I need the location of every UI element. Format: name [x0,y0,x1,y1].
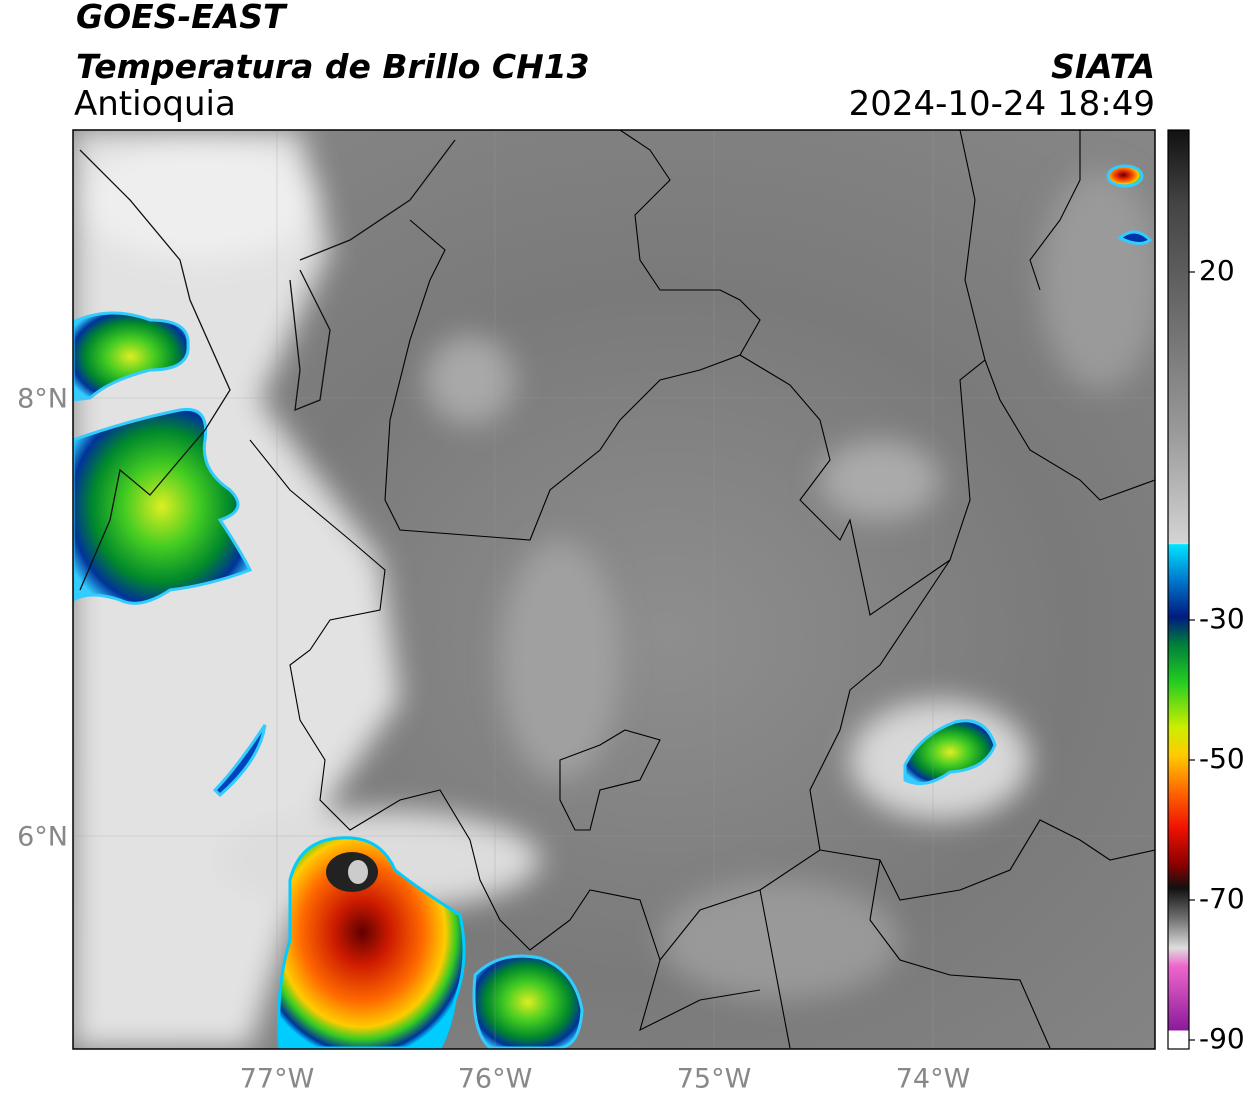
cloud [80,140,320,260]
colorbar-tick-label: -50 [1199,742,1245,775]
map-area [73,130,1155,1049]
map-frame [72,129,1156,1050]
colorbar [1167,129,1190,1050]
cell [212,724,267,798]
storm [277,836,466,1049]
department-border [384,130,986,616]
cell [1117,230,1153,245]
colorbar-tick-label: -70 [1199,882,1245,915]
cloud [820,440,940,520]
department-border [249,439,951,962]
borders [79,130,1155,1049]
cell [73,407,253,605]
coastline [79,139,456,591]
cell [73,311,190,402]
lon-label: 76°W [458,1064,533,1095]
source: SIATA [1051,47,1155,86]
region: Antioquia [74,84,236,124]
department-border [639,130,1155,1049]
cell [903,719,997,786]
colorbar-ticks: 20 -30 -50 -70 -90 [1189,254,1245,1055]
colorbar-tick-label: -30 [1199,602,1245,635]
subtitle: Temperatura de Brillo CH13 [76,47,590,86]
lon-label: 74°W [896,1064,971,1095]
lon-label: 77°W [240,1064,315,1095]
cell [472,954,584,1049]
colorbar-tick-label: -90 [1199,1022,1245,1055]
title: GOES-EAST [76,0,288,36]
lat-label: 6°N [17,822,68,853]
geo-labels: 8°N 6°N 77°W 76°W 75°W 74°W [17,384,970,1095]
convective-cells [73,164,1153,1049]
lon-label: 75°W [677,1064,752,1095]
datetime: 2024-10-24 18:49 [849,84,1155,124]
cell [1106,164,1144,188]
storm-core [348,860,368,884]
municipal-border [559,729,661,831]
lat-label: 8°N [17,384,68,415]
cloud [1040,170,1155,390]
colorbar-tick-label: 20 [1199,254,1235,287]
cloud [425,335,515,425]
cloud [660,880,900,1000]
cloud [500,540,620,780]
